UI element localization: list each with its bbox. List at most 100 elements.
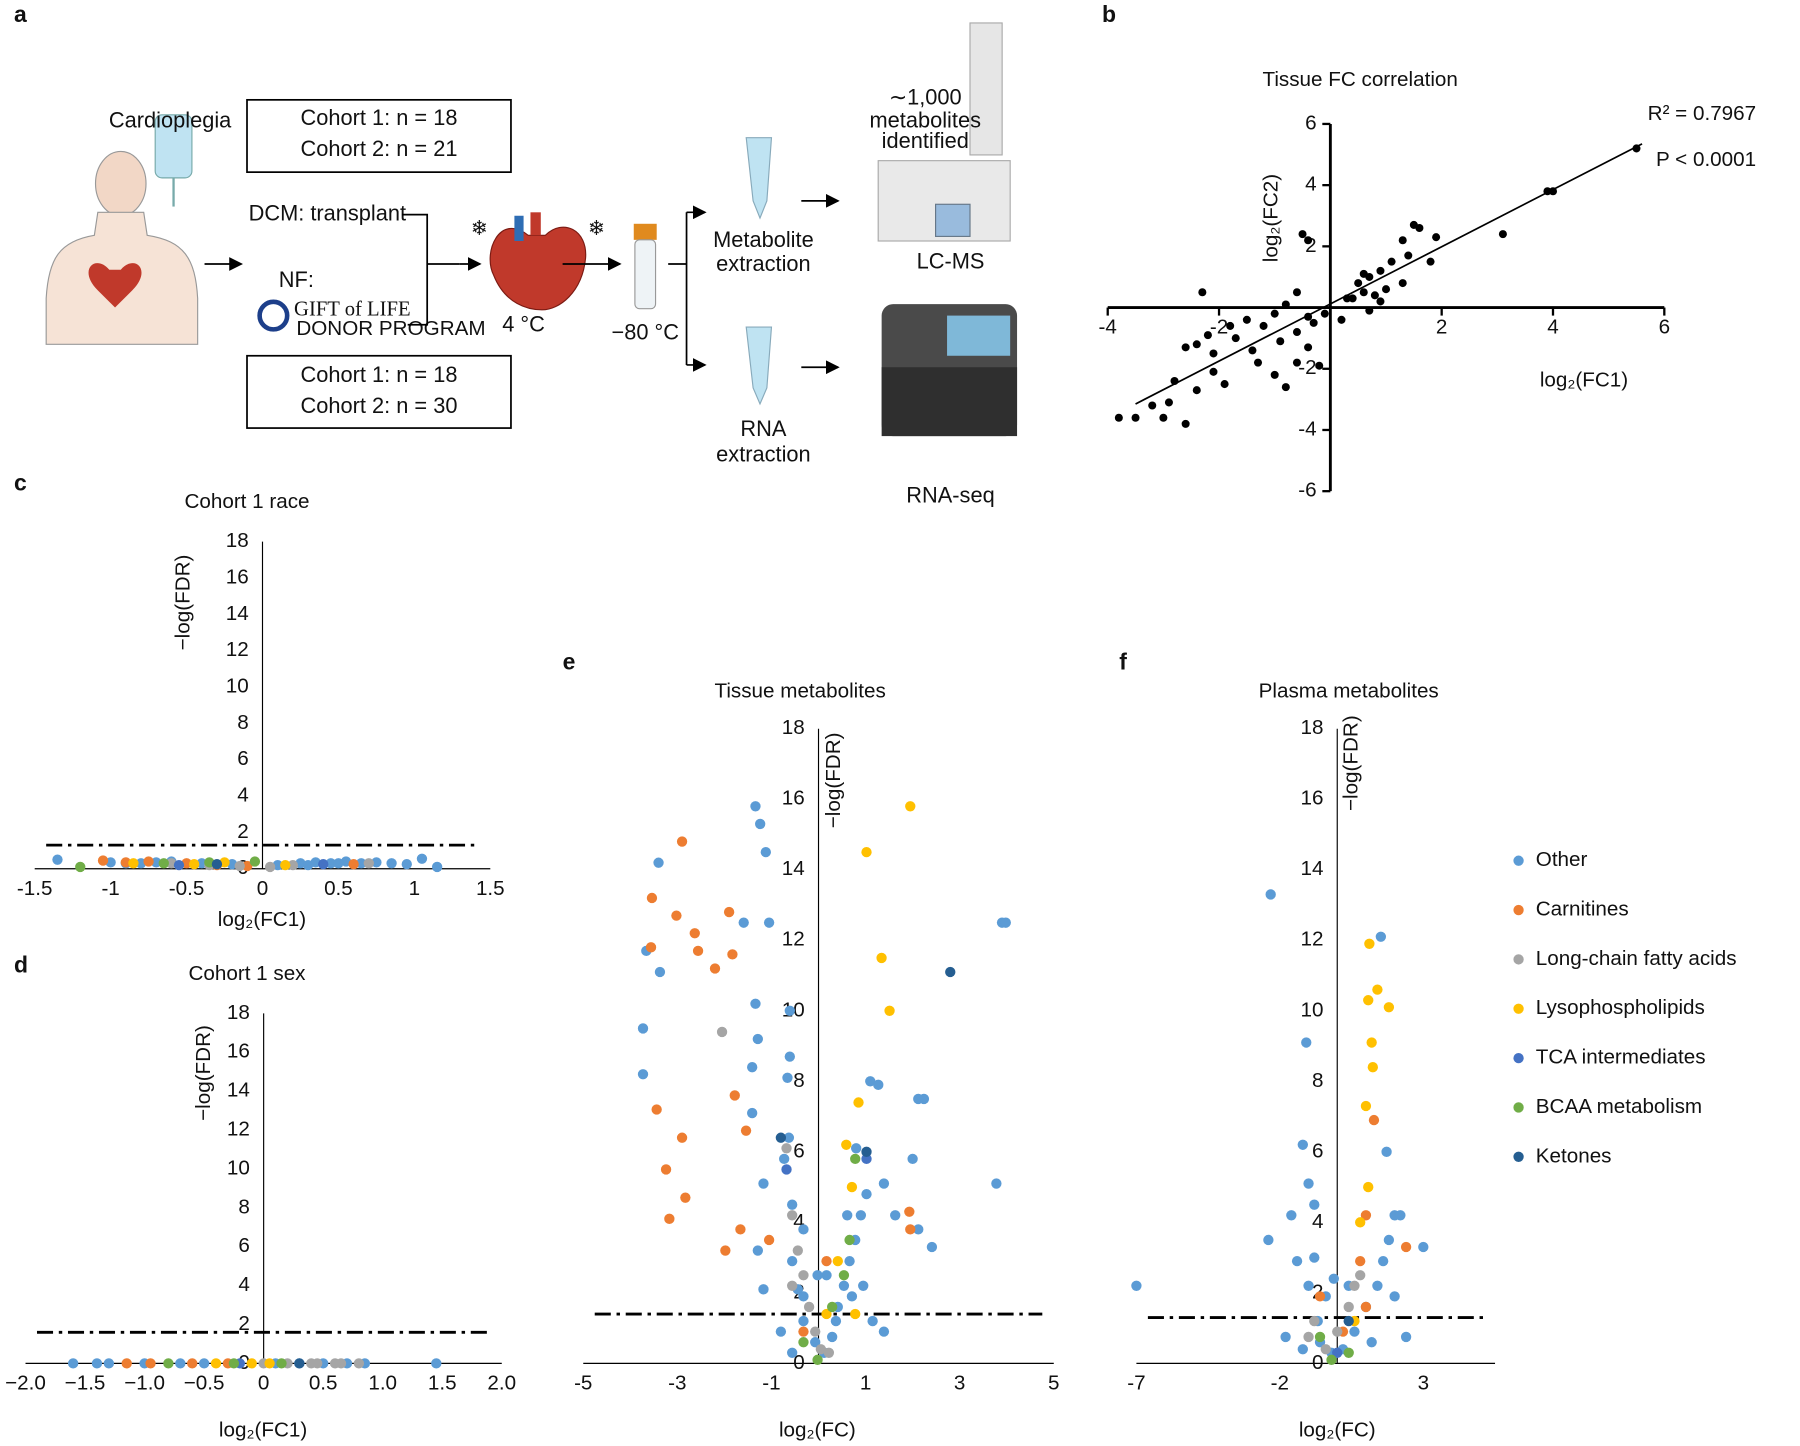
data-point (264, 1358, 275, 1369)
data-point (1231, 334, 1240, 343)
data-point (692, 945, 704, 957)
legend-marker (1513, 1102, 1524, 1113)
data-point (821, 1255, 832, 1267)
data-point (654, 966, 666, 978)
data-point (302, 859, 314, 871)
workflow-diagram: Cardioplegia Cohort 1: n = 18 Cohort 2: … (45, 22, 1018, 508)
data-point (821, 1308, 832, 1320)
data-point (905, 1224, 916, 1235)
data-point (784, 1051, 795, 1062)
data-point (386, 858, 397, 869)
data-point (1395, 1210, 1406, 1221)
data-point (242, 860, 253, 872)
data-point (1415, 223, 1424, 233)
data-point (431, 861, 443, 873)
data-point (991, 1178, 1002, 1189)
data-point (1343, 1315, 1354, 1327)
diagram-label: extraction (716, 251, 811, 276)
data-point (865, 1076, 876, 1087)
data-point (810, 1326, 821, 1337)
y-tick-label: 8 (793, 1069, 804, 1092)
data-point (798, 1315, 809, 1327)
tube (745, 326, 773, 406)
y-tick-label: 4 (237, 784, 248, 807)
data-point (798, 1337, 809, 1348)
data-point (173, 859, 185, 871)
y-tick-label: 0 (793, 1351, 804, 1374)
data-point (151, 857, 162, 868)
data-point (1276, 337, 1285, 346)
y-tick-label: 16 (226, 565, 249, 588)
data-point (1377, 1255, 1389, 1267)
y-tick-label: 6 (237, 747, 248, 770)
x-tick-label: 1 (409, 877, 420, 900)
data-point (645, 942, 657, 953)
data-point (716, 1026, 728, 1038)
data-point (1418, 1241, 1429, 1253)
data-point (188, 859, 200, 870)
data-point (1000, 917, 1011, 928)
legend-label: BCAA metabolism (1536, 1095, 1702, 1118)
data-point (128, 858, 139, 869)
data-point (664, 1213, 675, 1224)
data-point (720, 1245, 731, 1256)
data-point (1280, 1331, 1291, 1343)
data-point (1292, 358, 1301, 367)
data-point (1543, 187, 1552, 196)
data-point (1315, 361, 1324, 370)
legend-label: TCA intermediates (1536, 1046, 1706, 1069)
data-point (353, 1358, 365, 1369)
y-tick-label: 4 (1305, 173, 1316, 196)
data-point (803, 1301, 815, 1313)
legend-label: Lysophospholipids (1536, 996, 1705, 1019)
diagram-label: identified (882, 128, 969, 153)
x-tick-label: 1 (860, 1371, 871, 1394)
data-point (280, 859, 291, 871)
data-point (1360, 1100, 1372, 1112)
x-tick-label: 1.5 (476, 877, 505, 900)
data-point (782, 1072, 793, 1083)
data-point (1192, 340, 1201, 349)
y-tick-label: 14 (1301, 857, 1324, 880)
y-tick-label: 18 (227, 1001, 250, 1024)
panel-label: a (14, 1, 27, 27)
data-point (810, 1337, 821, 1348)
legend-label: Long-chain fatty acids (1536, 947, 1737, 970)
data-point (363, 858, 374, 869)
data-point (905, 801, 916, 812)
data-point (1303, 1331, 1314, 1343)
data-point (945, 966, 956, 978)
x-axis-label: log₂(FC) (779, 1419, 856, 1442)
data-point (841, 1139, 852, 1150)
data-point (1304, 312, 1313, 321)
y-tick-label: 0 (1312, 1351, 1323, 1374)
data-point (318, 859, 329, 870)
x-tick-label: 0 (258, 1371, 269, 1394)
y-tick-label: 16 (227, 1040, 250, 1063)
data-point (850, 1153, 861, 1165)
data-point (91, 1358, 103, 1369)
x-axis-label: log₂(FC1) (219, 1419, 307, 1442)
data-point (1304, 343, 1313, 352)
y-tick-label: 6 (1312, 1139, 1323, 1162)
x-tick-label: -1.5 (17, 877, 53, 900)
data-point (787, 1199, 798, 1210)
y-tick-label: -2 (1298, 356, 1316, 379)
lcms-column (969, 22, 1003, 156)
data-point (1159, 413, 1168, 422)
x-tick-label: −2.0 (5, 1371, 46, 1394)
y-tick-label: 8 (238, 1195, 249, 1218)
data-point (792, 1245, 803, 1256)
data-point (1426, 257, 1435, 266)
data-point (1314, 1331, 1326, 1343)
data-point (1365, 306, 1374, 315)
snowflake: ❄ (471, 217, 488, 240)
data-point (676, 836, 688, 847)
x-tick-label: -1 (101, 877, 119, 900)
data-point (826, 1301, 838, 1313)
data-point (1332, 1347, 1343, 1358)
data-point (1364, 938, 1375, 949)
data-point (1382, 285, 1391, 294)
data-point (1286, 1210, 1297, 1221)
data-point (646, 892, 658, 904)
